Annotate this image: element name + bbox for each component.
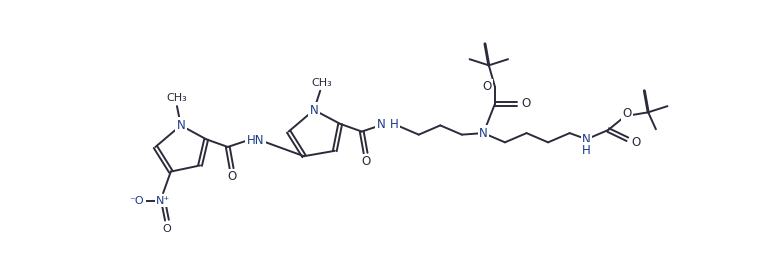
Text: CH₃: CH₃ (166, 94, 187, 103)
Text: N: N (479, 126, 488, 140)
Text: O: O (483, 80, 492, 94)
Text: O: O (162, 224, 172, 233)
Text: N: N (583, 133, 591, 146)
Text: O: O (361, 155, 370, 168)
Text: O: O (631, 136, 641, 149)
Text: H: H (390, 118, 398, 131)
Text: ⁻O: ⁻O (129, 196, 144, 206)
Text: CH₃: CH₃ (311, 78, 332, 88)
Text: N: N (377, 118, 386, 131)
Text: O: O (227, 170, 236, 183)
Text: N⁺: N⁺ (156, 196, 170, 206)
Text: O: O (521, 97, 531, 110)
Text: HN: HN (247, 134, 264, 147)
Text: O: O (622, 107, 632, 120)
Text: H: H (583, 144, 591, 156)
Text: N: N (310, 103, 318, 117)
Text: N: N (176, 119, 185, 132)
